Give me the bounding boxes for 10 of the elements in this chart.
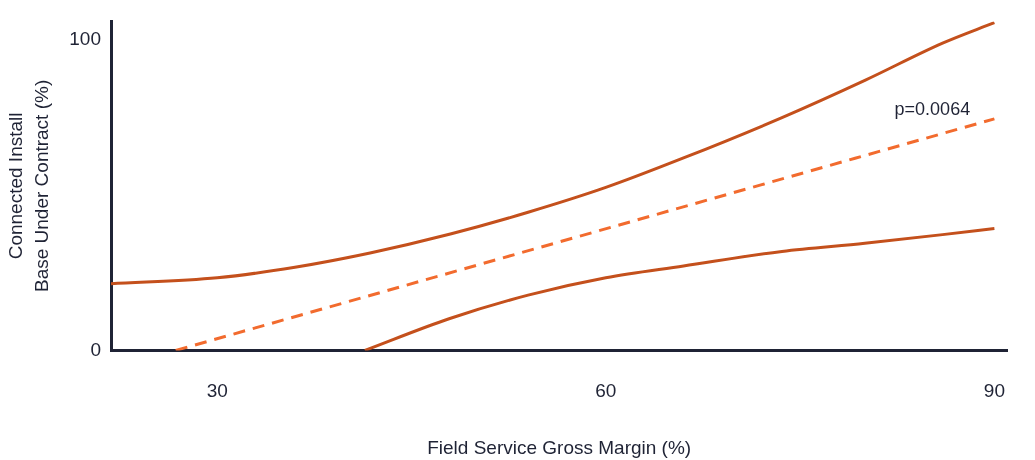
y-axis-title: Connected Install Base Under Contract (%): [5, 79, 52, 293]
x-tick-label: 90: [983, 380, 1005, 402]
y-tick-label: 100: [69, 28, 101, 50]
line-series: [363, 226, 996, 351]
x-tick-label: 60: [595, 380, 617, 402]
line-series: [111, 21, 996, 286]
annotation: p=0.0064: [894, 99, 971, 120]
x-axis-title: Field Service Gross Margin (%): [427, 436, 692, 458]
x-tick-label: 30: [206, 380, 228, 402]
y-tick-label: 0: [90, 338, 101, 360]
